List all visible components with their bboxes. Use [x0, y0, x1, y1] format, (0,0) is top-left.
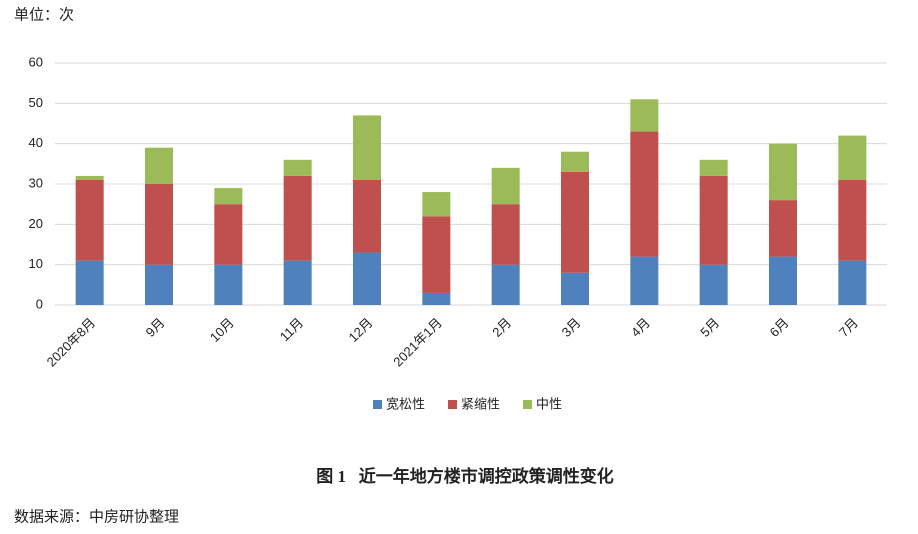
bar-segment — [353, 115, 381, 180]
x-tick-label: 10月 — [207, 315, 237, 345]
bar-segment — [214, 188, 243, 205]
bar-segment — [838, 179, 867, 261]
source-note: 数据来源：中房研协整理 — [14, 508, 179, 525]
x-tick-label: 12月 — [346, 315, 376, 345]
bar-segment — [561, 272, 589, 305]
bar-segment — [283, 159, 312, 176]
x-tick-label: 2020年8月 — [44, 315, 99, 370]
x-tick-label: 3月 — [559, 315, 584, 340]
legend-label: 中性 — [536, 396, 562, 411]
bar-segment — [283, 260, 312, 305]
x-tick-label: 7月 — [836, 315, 861, 340]
bar-segment — [699, 159, 728, 176]
bar-segment — [769, 256, 797, 305]
bar-segment — [75, 175, 104, 180]
caption: 图 1 近一年地方楼市调控政策调性变化 — [316, 466, 614, 486]
y-tick-label: 60 — [29, 54, 43, 69]
legend-label: 宽松性 — [386, 396, 425, 411]
y-tick-label: 30 — [29, 175, 43, 190]
bar-segment — [75, 260, 104, 305]
bar-segment — [769, 200, 797, 257]
unit-label: 单位：次 — [14, 6, 74, 23]
bar-segment — [353, 252, 381, 305]
legend-swatch — [523, 400, 532, 409]
legend-swatch — [448, 400, 457, 409]
bar-segment — [145, 184, 173, 265]
legend-label: 紧缩性 — [461, 396, 500, 411]
bar-segment — [491, 204, 520, 265]
y-tick-label: 0 — [36, 296, 43, 311]
x-tick-label: 4月 — [628, 315, 653, 340]
bar-segment — [491, 167, 520, 205]
x-tick-label: 2月 — [489, 315, 514, 340]
bar-segment — [699, 175, 728, 265]
bar-segment — [699, 264, 728, 305]
bar-segment — [491, 264, 520, 305]
bar-segment — [283, 175, 312, 261]
x-tick-label: 11月 — [277, 315, 306, 344]
x-tick-label: 2021年1月 — [390, 315, 445, 370]
bar-segment — [422, 216, 451, 293]
bar-segment — [145, 147, 173, 184]
bar-segment — [422, 192, 451, 217]
bar-segment — [75, 179, 104, 261]
bar-segment — [769, 143, 797, 201]
x-tick-label: 6月 — [767, 315, 792, 340]
bar-segment — [838, 260, 867, 305]
bar-segment — [630, 256, 659, 305]
y-tick-label: 10 — [29, 256, 43, 271]
bar-segment — [630, 99, 659, 132]
y-tick-label: 20 — [29, 216, 43, 231]
bar-segment — [422, 292, 451, 305]
bar-segment — [561, 151, 589, 172]
bar-segment — [838, 135, 867, 180]
bar-segment — [214, 264, 243, 305]
bar-segment — [561, 171, 589, 273]
y-tick-label: 50 — [29, 95, 43, 110]
x-tick-label: 5月 — [697, 315, 722, 340]
bar-segment — [214, 204, 243, 265]
y-tick-label: 40 — [29, 135, 43, 150]
bar-segment — [145, 264, 173, 305]
legend-swatch — [373, 400, 382, 409]
x-tick-label: 9月 — [143, 315, 168, 340]
bar-segment — [353, 179, 381, 253]
bar-segment — [630, 131, 659, 257]
